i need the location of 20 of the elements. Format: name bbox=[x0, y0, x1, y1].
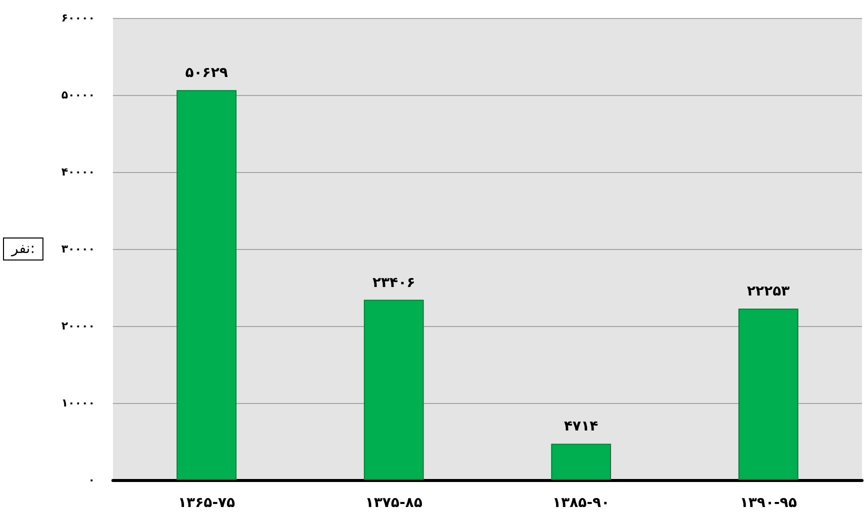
y-tick-label: ۲۰۰۰۰ bbox=[61, 320, 95, 332]
y-tick-label: ۵۰۰۰۰ bbox=[61, 88, 95, 102]
y-axis-title: نفر: bbox=[10, 241, 35, 257]
data-label: ۲۲۲۵۳ bbox=[747, 284, 790, 300]
y-tick-label: ۶۰۰۰۰ bbox=[61, 12, 95, 24]
bar bbox=[551, 444, 612, 480]
y-tick-label: ۳۰۰۰۰ bbox=[61, 242, 95, 256]
data-label: ۲۳۴۰۶ bbox=[372, 274, 416, 291]
data-label: ۴۷۱۴ bbox=[564, 418, 599, 435]
bar bbox=[738, 308, 798, 480]
y-tick-label: ۴۰۰۰۰ bbox=[61, 166, 95, 178]
x-tick-label: ۱۳۶۵-۷۵ bbox=[178, 495, 236, 511]
x-tick-label: ۱۳۸۵-۹۰ bbox=[552, 495, 610, 511]
bar bbox=[364, 300, 424, 480]
x-tick-label: ۱۳۷۵-۸۵ bbox=[365, 495, 423, 511]
data-label: ۵۰۶۲۹ bbox=[185, 65, 228, 82]
y-tick-label: ۱۰۰۰۰ bbox=[61, 396, 95, 410]
y-tick-label: ۰ bbox=[88, 474, 95, 486]
bar bbox=[176, 90, 237, 480]
x-tick-label: ۱۳۹۰-۹۵ bbox=[740, 495, 798, 511]
